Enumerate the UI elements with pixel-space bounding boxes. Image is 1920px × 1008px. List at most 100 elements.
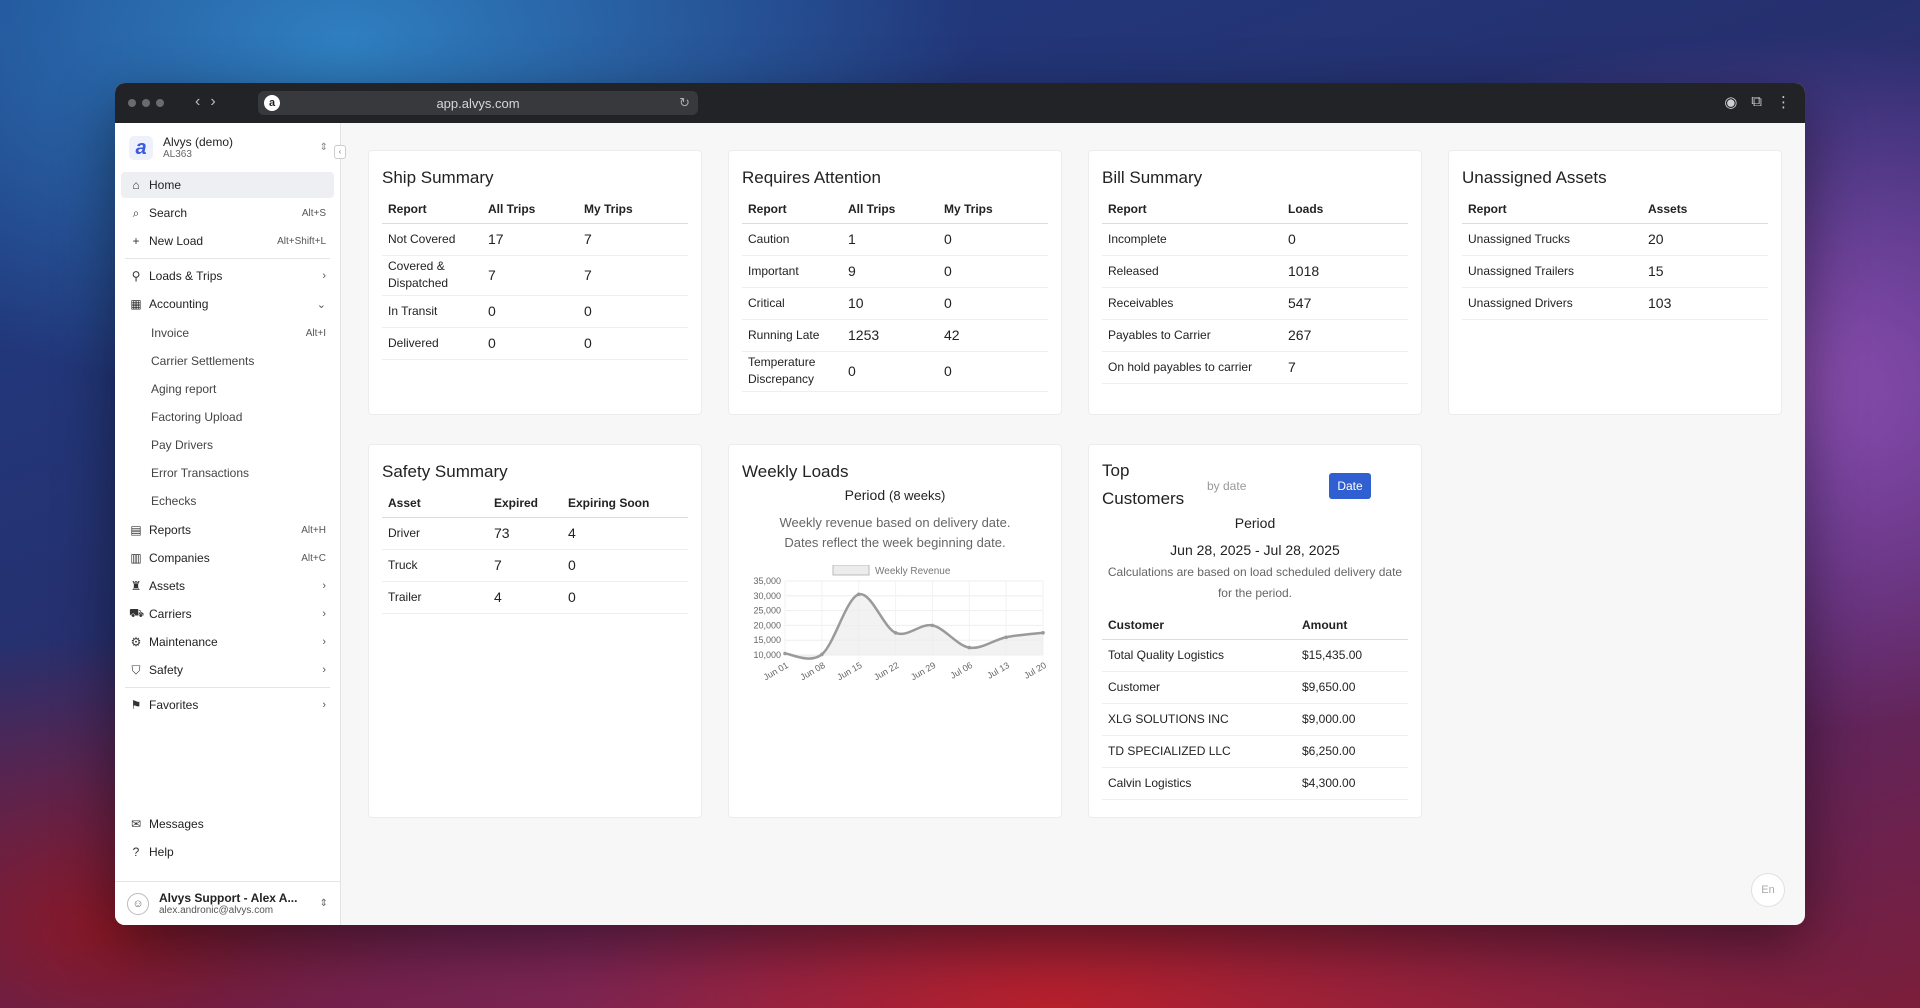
collapse-sidebar-button[interactable]: ‹ xyxy=(334,145,346,159)
expiring-soon-cell[interactable]: 0 xyxy=(562,581,688,614)
submenu-item[interactable]: Carrier Settlements xyxy=(115,347,340,375)
table-row[interactable]: Unassigned Trailers 15 xyxy=(1462,255,1768,288)
my-trips-cell[interactable]: 7 xyxy=(578,255,688,296)
my-trips-cell[interactable]: 0 xyxy=(938,255,1048,288)
table-row[interactable]: Truck 7 0 xyxy=(382,549,688,582)
submenu-item[interactable]: Error Transactions xyxy=(115,459,340,487)
nav-reports[interactable]: ▤ Reports Alt+H xyxy=(121,517,334,543)
chevron-updown-icon[interactable]: ⇕ xyxy=(319,898,328,909)
table-row[interactable]: Calvin Logistics $4,300.00 xyxy=(1102,767,1408,800)
all-trips-cell[interactable]: 0 xyxy=(482,295,578,328)
table-row[interactable]: Covered & Dispatched 7 7 xyxy=(382,255,688,296)
table-row[interactable]: Critical 10 0 xyxy=(742,287,1048,320)
date-filter-input[interactable]: by date xyxy=(1207,479,1247,493)
loads-cell[interactable]: 267 xyxy=(1282,319,1408,352)
nav-home[interactable]: ⌂ Home xyxy=(121,172,334,198)
all-trips-cell[interactable]: 1 xyxy=(842,223,938,256)
table-row[interactable]: Unassigned Drivers 103 xyxy=(1462,287,1768,320)
expired-cell[interactable]: 7 xyxy=(488,549,562,582)
table-row[interactable]: Receivables 547 xyxy=(1102,287,1408,320)
my-trips-cell[interactable]: 0 xyxy=(578,327,688,360)
nav-search[interactable]: ⌕ Search Alt+S xyxy=(121,200,334,226)
table-row[interactable]: Temperature Discrepancy 0 0 xyxy=(742,351,1048,392)
my-trips-cell[interactable]: 0 xyxy=(938,351,1048,392)
table-row[interactable]: XLG SOLUTIONS INC $9,000.00 xyxy=(1102,703,1408,736)
all-trips-cell[interactable]: 0 xyxy=(842,351,938,392)
loads-cell[interactable]: 7 xyxy=(1282,351,1408,384)
extensions-icon[interactable]: ⧉ xyxy=(1751,93,1762,110)
reload-icon[interactable]: ↻ xyxy=(679,95,690,110)
my-trips-cell[interactable]: 42 xyxy=(938,319,1048,352)
series-line xyxy=(784,593,1044,660)
all-trips-cell[interactable]: 17 xyxy=(482,223,578,256)
nav-companies[interactable]: ▥ Companies Alt+C xyxy=(121,545,334,571)
all-trips-cell[interactable]: 1253 xyxy=(842,319,938,352)
nav-messages[interactable]: ✉ Messages xyxy=(121,811,334,837)
submenu-item[interactable]: Pay Drivers xyxy=(115,431,340,459)
loads-cell[interactable]: 547 xyxy=(1282,287,1408,320)
forward-icon[interactable]: › xyxy=(210,93,216,110)
table-row[interactable]: Customer $9,650.00 xyxy=(1102,671,1408,704)
all-trips-cell[interactable]: 0 xyxy=(482,327,578,360)
submenu-item[interactable]: Factoring Upload xyxy=(115,403,340,431)
more-icon[interactable]: ⋮ xyxy=(1776,94,1791,111)
assets-cell[interactable]: 103 xyxy=(1642,287,1768,320)
expiring-soon-cell[interactable]: 0 xyxy=(562,549,688,582)
loads-cell[interactable]: 0 xyxy=(1282,223,1408,256)
calculator-icon: ▦ xyxy=(130,297,142,311)
table-row[interactable]: On hold payables to carrier 7 xyxy=(1102,351,1408,384)
nav-help[interactable]: ? Help xyxy=(121,839,334,865)
expired-cell[interactable]: 4 xyxy=(488,581,562,614)
weekly-revenue-chart[interactable]: 10,000 15,000 20,000 25,000 30,000 35,000 Jun … xyxy=(733,565,1053,715)
table-row[interactable]: Driver 73 4 xyxy=(382,517,688,550)
profile-icon[interactable]: ◉ xyxy=(1724,94,1738,111)
address-bar[interactable]: a app.alvys.com ↻ xyxy=(258,91,698,115)
loads-cell[interactable]: 1018 xyxy=(1282,255,1408,288)
table-row[interactable]: Unassigned Trucks 20 xyxy=(1462,223,1768,256)
table-row[interactable]: Payables to Carrier 267 xyxy=(1102,319,1408,352)
table-row[interactable]: Caution 1 0 xyxy=(742,223,1048,256)
table-row[interactable]: Total Quality Logistics $15,435.00 xyxy=(1102,639,1408,672)
date-button[interactable]: Date xyxy=(1329,473,1371,499)
submenu-item[interactable]: Echecks xyxy=(115,487,340,515)
submenu-label: Invoice xyxy=(151,326,190,340)
table-row[interactable]: Running Late 1253 42 xyxy=(742,319,1048,352)
nav-favorites[interactable]: ⚑ Favorites › xyxy=(121,692,334,718)
table-row[interactable]: Important 9 0 xyxy=(742,255,1048,288)
all-trips-cell[interactable]: 9 xyxy=(842,255,938,288)
table-row[interactable]: Delivered 0 0 xyxy=(382,327,688,360)
table-row[interactable]: Not Covered 17 7 xyxy=(382,223,688,256)
user-menu[interactable]: ☺ Alvys Support - Alex A... alex.androni… xyxy=(115,881,340,925)
nav-new-load[interactable]: + New Load Alt+Shift+L xyxy=(121,228,334,254)
assets-cell[interactable]: 15 xyxy=(1642,255,1768,288)
nav-loads-trips[interactable]: ⚲ Loads & Trips › xyxy=(121,263,334,289)
submenu-item[interactable]: Aging report xyxy=(115,375,340,403)
chevron-updown-icon[interactable]: ⇕ xyxy=(319,142,328,153)
back-icon[interactable]: ‹ xyxy=(195,93,201,110)
window-controls[interactable] xyxy=(128,99,164,107)
table-row[interactable]: In Transit 0 0 xyxy=(382,295,688,328)
org-switcher[interactable]: a Alvys (demo) AL363 ⇕ xyxy=(115,123,340,170)
submenu-item[interactable]: Invoice Alt+I xyxy=(115,319,340,347)
my-trips-cell[interactable]: 0 xyxy=(578,295,688,328)
my-trips-cell[interactable]: 7 xyxy=(578,223,688,256)
alvys-logo-icon: a xyxy=(129,135,153,160)
my-trips-cell[interactable]: 0 xyxy=(938,223,1048,256)
table-row[interactable]: TD SPECIALIZED LLC $6,250.00 xyxy=(1102,735,1408,768)
nav-safety[interactable]: ⛉ Safety › xyxy=(121,657,334,683)
table-row[interactable]: Trailer 4 0 xyxy=(382,581,688,614)
all-trips-cell[interactable]: 7 xyxy=(482,255,578,296)
nav-accounting[interactable]: ▦ Accounting ⌄ xyxy=(121,291,334,317)
table-row[interactable]: Incomplete 0 xyxy=(1102,223,1408,256)
expired-cell[interactable]: 73 xyxy=(488,517,562,550)
nav-maintenance[interactable]: ⚙ Maintenance › xyxy=(121,629,334,655)
nav-carriers[interactable]: ⛟ Carriers › xyxy=(121,601,334,627)
all-trips-cell[interactable]: 10 xyxy=(842,287,938,320)
nav-assets[interactable]: ♜ Assets › xyxy=(121,573,334,599)
table-row[interactable]: Released 1018 xyxy=(1102,255,1408,288)
my-trips-cell[interactable]: 0 xyxy=(938,287,1048,320)
expiring-soon-cell[interactable]: 4 xyxy=(562,517,688,550)
assets-cell[interactable]: 20 xyxy=(1642,223,1768,256)
report-cell: Delivered xyxy=(382,327,482,360)
language-button[interactable]: En xyxy=(1751,873,1785,907)
